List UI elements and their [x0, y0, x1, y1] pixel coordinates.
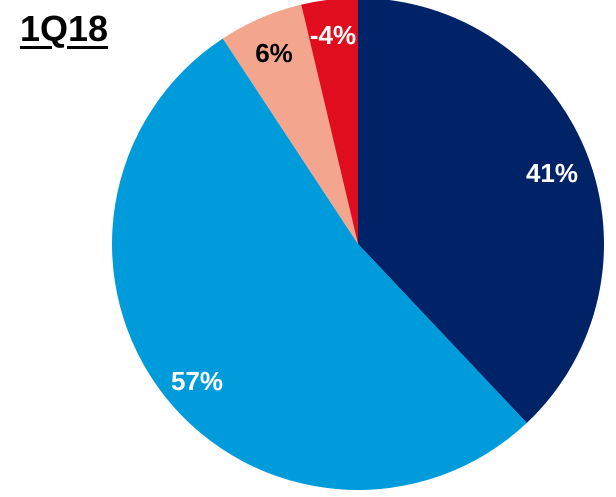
- slice-label-2: 6%: [255, 38, 293, 68]
- pie-slice-2: [222, 4, 358, 244]
- slice-label-0: 41%: [526, 158, 578, 188]
- pie-slice-1: [112, 38, 527, 490]
- slice-label-3: -4%: [310, 20, 356, 50]
- pie-slice-0: [358, 0, 604, 423]
- chart-title: 1Q18: [20, 8, 109, 49]
- pie-slice-3: [301, 0, 358, 244]
- slice-label-1: 57%: [171, 366, 223, 396]
